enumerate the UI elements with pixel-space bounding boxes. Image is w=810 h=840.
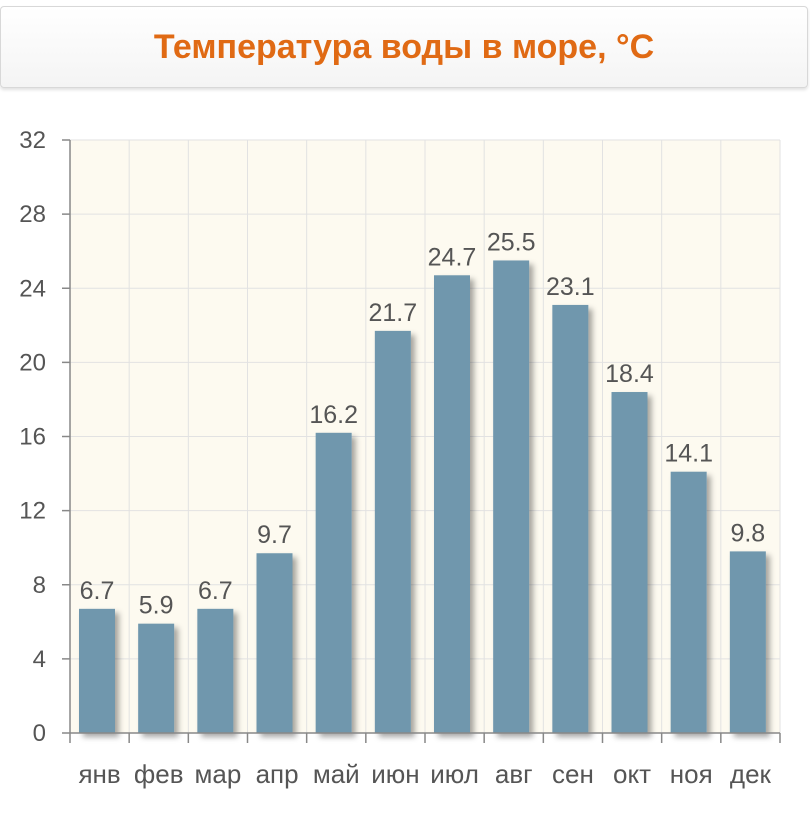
x-tick-label: май <box>313 759 360 789</box>
bar-авг <box>493 260 530 733</box>
bar-chart: 6.7 5.9 6.7 9.7 16.2 21.7 24.7 25.5 23.1 18.4 14.1… <box>19 127 781 789</box>
value-label: 21.7 <box>368 299 417 327</box>
bar-ноя <box>670 471 707 733</box>
value-label: 6.7 <box>198 577 233 605</box>
x-tick-label: мар <box>195 759 242 789</box>
x-tick-label: дек <box>730 759 772 789</box>
y-tick-label: 4 <box>33 646 46 673</box>
chart-title: Температура воды в море, °C <box>153 27 655 66</box>
bar-янв <box>79 608 115 733</box>
bar-апр <box>256 553 293 733</box>
x-tick-label: сен <box>552 759 594 789</box>
x-tick-label: апр <box>256 759 299 789</box>
bar-сен <box>552 304 589 733</box>
bar-дек <box>729 551 766 733</box>
bar-мар <box>197 608 234 733</box>
x-tick-label: июн <box>371 759 419 789</box>
chart-container: 6.7 5.9 6.7 9.7 16.2 21.7 24.7 25.5 23.1 18.4 14.1… <box>0 92 810 835</box>
y-tick-label: 8 <box>33 572 46 599</box>
x-tick-label: фев <box>134 759 184 789</box>
bar-май <box>315 432 352 733</box>
x-tick-label: авг <box>495 759 533 789</box>
value-label: 9.8 <box>730 519 765 547</box>
x-tick-label: окт <box>613 759 651 789</box>
y-tick-label: 12 <box>19 498 46 525</box>
value-label: 23.1 <box>546 273 595 301</box>
bar-фев <box>138 623 175 733</box>
y-tick-label: 32 <box>19 127 46 154</box>
x-tick-label: янв <box>78 759 120 789</box>
chart-title-bar: Температура воды в море, °C <box>0 6 808 88</box>
bar-июл <box>434 275 470 733</box>
y-tick-label: 24 <box>19 275 46 302</box>
value-label: 5.9 <box>139 592 174 620</box>
value-label: 16.2 <box>309 401 358 429</box>
x-tick-label: июл <box>430 759 479 789</box>
value-label: 9.7 <box>257 521 292 549</box>
value-label: 18.4 <box>605 360 654 388</box>
x-tick-label: ноя <box>670 759 713 789</box>
bar-окт <box>611 392 648 733</box>
value-label: 14.1 <box>664 440 713 468</box>
value-label: 25.5 <box>487 228 536 256</box>
y-tick-label: 28 <box>19 201 46 228</box>
y-tick-label: 20 <box>19 349 46 376</box>
y-tick-label: 0 <box>33 720 46 747</box>
y-tick-label: 16 <box>19 424 46 451</box>
value-label: 6.7 <box>80 577 115 605</box>
bar-июн <box>374 330 411 733</box>
value-label: 24.7 <box>428 243 477 271</box>
